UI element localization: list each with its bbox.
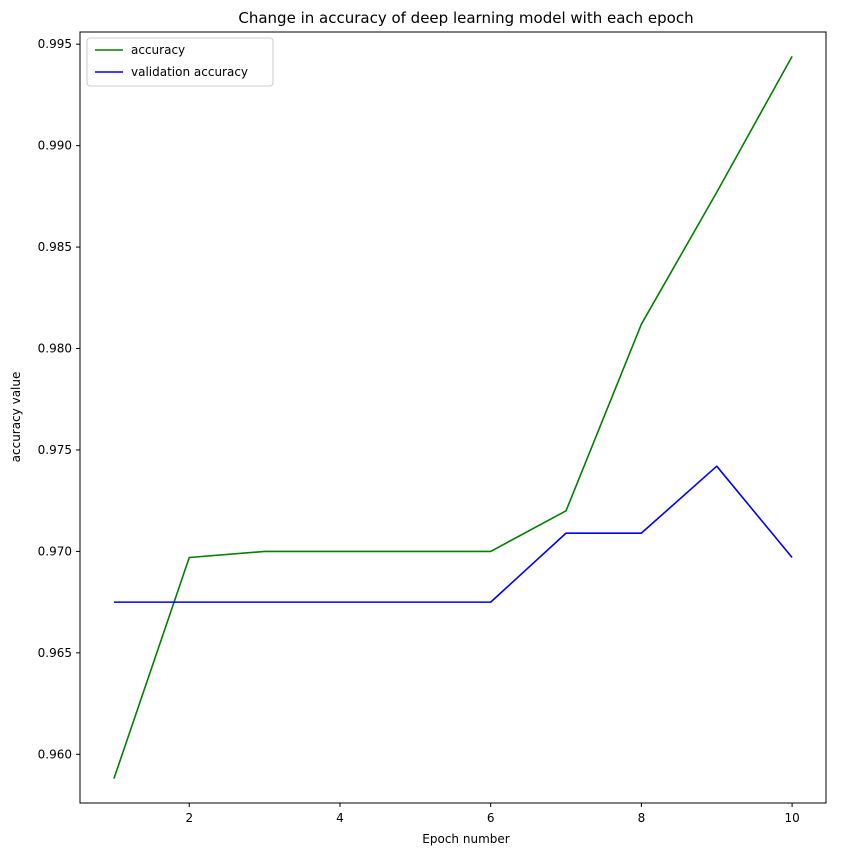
y-axis-label: accuracy value	[9, 372, 23, 463]
y-tick-label: 0.965	[38, 646, 72, 660]
x-tick-label: 6	[487, 811, 495, 825]
x-tick-label: 8	[638, 811, 646, 825]
legend-label: validation accuracy	[131, 65, 248, 79]
y-tick-label: 0.985	[38, 240, 72, 254]
chart-title: Change in accuracy of deep learning mode…	[238, 9, 693, 27]
y-tick-label: 0.970	[38, 544, 72, 558]
x-tick-label: 4	[336, 811, 344, 825]
y-tick-label: 0.960	[38, 747, 72, 761]
legend: accuracy validation accuracy	[86, 37, 274, 87]
x-tick-label: 2	[185, 811, 193, 825]
series-line-accuracy	[113, 55, 793, 779]
y-tick-label: 0.990	[38, 139, 72, 153]
legend-box	[86, 37, 274, 87]
series-line-validation-accuracy	[113, 465, 793, 603]
x-axis-label: Epoch number	[422, 832, 509, 846]
series-layer	[113, 55, 793, 779]
legend-label: accuracy	[131, 43, 185, 57]
plot-frame	[79, 31, 827, 804]
y-tick-label: 0.980	[38, 342, 72, 356]
plot-area	[79, 31, 827, 804]
y-tick-label: 0.995	[38, 37, 72, 51]
x-tick-label: 10	[784, 811, 799, 825]
x-axis-ticks: 2 4 6 8 10	[185, 803, 800, 825]
y-axis-ticks: 0.960 0.965 0.970 0.975 0.980 0.985 0.990 0.995	[38, 37, 80, 761]
y-tick-label: 0.975	[38, 443, 72, 457]
